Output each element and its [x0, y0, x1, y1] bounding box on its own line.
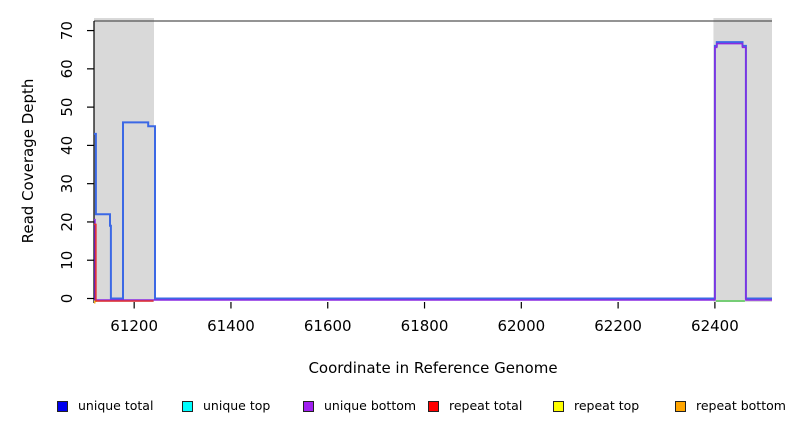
- series-repeat-total: [94, 223, 154, 302]
- x-tick-label: 61200: [110, 317, 158, 335]
- x-tick-label: 62400: [691, 317, 739, 335]
- y-tick-label: 20: [58, 212, 76, 231]
- y-tick-label: 40: [58, 136, 76, 155]
- y-tick-label: 70: [58, 21, 76, 40]
- x-tick-label: 61600: [304, 317, 352, 335]
- legend-item-repeat-bottom: repeat bottom: [675, 399, 786, 413]
- legend-item-unique-top: unique top: [182, 399, 270, 413]
- legend-item-repeat-total: repeat total: [428, 399, 522, 413]
- legend-label: unique bottom: [324, 398, 417, 413]
- y-tick-label: 0: [58, 294, 76, 304]
- series-unique-bottom: [94, 42, 772, 301]
- legend-item-unique-total: unique total: [57, 399, 153, 413]
- legend-item-repeat-top: repeat top: [553, 399, 639, 413]
- x-axis-title: Coordinate in Reference Genome: [308, 359, 558, 377]
- unique-bottom-swatch-icon: [303, 400, 314, 412]
- x-tick-label: 62000: [497, 317, 545, 335]
- unique-total-swatch-icon: [57, 400, 68, 412]
- legend-label: unique top: [203, 398, 271, 413]
- repeat-bottom-swatch-icon: [675, 400, 686, 412]
- left-repeat-region: [94, 18, 155, 302]
- unique-top-swatch-icon: [182, 400, 193, 412]
- repeat-total-swatch-icon: [428, 400, 439, 412]
- legend: unique total unique top unique bottom repea…: [0, 399, 792, 415]
- y-tick-label: 60: [58, 59, 76, 78]
- x-tick-label: 61800: [401, 317, 449, 335]
- legend-item-unique-bottom: unique bottom: [303, 399, 416, 413]
- repeat-top-swatch-icon: [553, 400, 564, 412]
- right-repeat-region: [713, 18, 772, 302]
- x-tick-label: 62200: [594, 317, 642, 335]
- legend-label: repeat top: [574, 398, 640, 413]
- y-tick-label: 10: [58, 251, 76, 270]
- y-axis-title: Read Coverage Depth: [19, 78, 37, 244]
- legend-label: repeat total: [449, 398, 523, 413]
- legend-label: unique total: [78, 398, 154, 413]
- y-tick-label: 30: [58, 174, 76, 193]
- legend-label: repeat bottom: [696, 398, 786, 413]
- y-tick-label: 50: [58, 98, 76, 117]
- x-tick-label: 61400: [207, 317, 255, 335]
- series-unique-total: [94, 41, 772, 300]
